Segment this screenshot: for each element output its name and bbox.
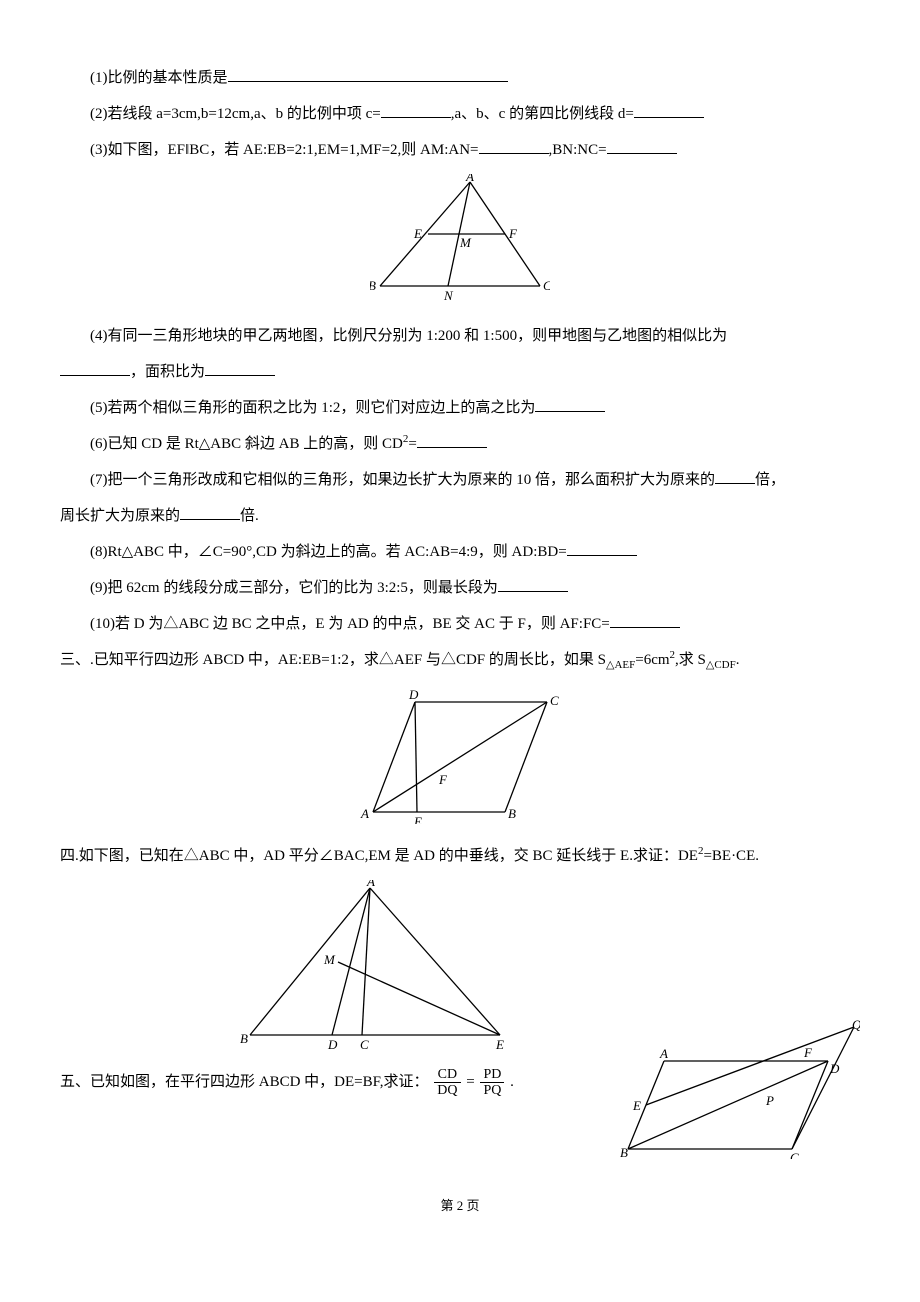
page-footer: 第 2 页 [60,1190,860,1221]
svg-text:B: B [370,278,376,293]
svg-text:B: B [508,806,516,821]
q8-text: (8)Rt△ABC 中，∠C=90°,CD 为斜边上的高。若 AC:AB=4:9… [90,544,567,560]
question-7-line2: 周长扩大为原来的 倍. [60,498,860,534]
svg-text:E: E [632,1098,641,1113]
q3-text: (3)如下图，EF‖BC，若 AE:EB=2:1,EM=1,MF=2,则 AM:… [90,142,479,158]
figure-san-svg: A B C D E F [355,684,565,824]
svg-text:P: P [765,1093,774,1108]
qsan-pre: 三、.已知平行四边形 ABCD 中，AE:EB=1:2，求△AEF 与△CDF … [60,652,606,668]
q2-blank1 [381,101,451,119]
qwu-tail: . [510,1074,514,1090]
question-wu: 五、已知如图，在平行四边形 ABCD 中，DE=BF,求证： CD DQ = P… [60,1064,514,1100]
q5-blank [535,395,605,413]
q4-blank2 [205,359,275,377]
q10-blank [610,611,680,629]
question-9: (9)把 62cm 的线段分成三部分，它们的比为 3:2:5，则最长段为 [60,570,860,606]
figure-3: A B C E F M N [60,174,860,308]
q2-tail: ,a、b、c 的第四比例线段 d= [451,106,634,122]
svg-text:E: E [413,226,422,241]
q4-tail: ，面积比为 [130,364,205,380]
q7-text: (7)把一个三角形改成和它相似的三角形，如果边长扩大为原来的 10 倍，那么面积… [90,472,715,488]
q7-blank2 [180,503,240,521]
qwu-frac1d: DQ [434,1083,460,1098]
question-2: (2)若线段 a=3cm,b=12cm,a、b 的比例中项 c= ,a、b、c 的… [60,96,860,132]
figure-3-svg: A B C E F M N [370,174,550,304]
q10-text: (10)若 D 为△ABC 边 BC 之中点，E 为 AD 的中点，BE 交 A… [90,616,610,632]
qsan-s2: △CDF [706,659,736,671]
question-3: (3)如下图，EF‖BC，若 AE:EB=2:1,EM=1,MF=2,则 AM:… [60,132,860,168]
qsan-s1: △AEF [606,659,635,671]
q2-blank2 [634,101,704,119]
q1-text: (1)比例的基本性质是 [90,70,228,86]
question-7-line1: (7)把一个三角形改成和它相似的三角形，如果边长扩大为原来的 10 倍，那么面积… [60,462,860,498]
qwu-frac2d: PQ [480,1083,504,1098]
svg-text:M: M [459,235,472,250]
svg-text:F: F [438,772,448,787]
question-1: (1)比例的基本性质是 [60,60,860,96]
q8-blank [567,539,637,557]
svg-text:B: B [620,1145,628,1159]
svg-text:A: A [659,1046,668,1061]
svg-text:B: B [240,1031,248,1046]
question-san: 三、.已知平行四边形 ABCD 中，AE:EB=1:2，求△AEF 与△CDF … [60,642,860,678]
q6-blank [417,431,487,449]
qsan-post: ,求 S [675,652,706,668]
question-si: 四.如下图，已知在△ABC 中，AD 平分∠BAC,EM 是 AD 的中垂线，交… [60,838,860,874]
q1-blank [228,65,508,83]
q4-blank1 [60,359,130,377]
qwu-frac2: PD PQ [480,1067,504,1099]
q5-text: (5)若两个相似三角形的面积之比为 1:2，则它们对应边上的高之比为 [90,400,535,416]
svg-text:D: D [829,1061,840,1076]
qsi-tail: =BE·CE. [703,848,759,864]
svg-text:Q: Q [852,1019,860,1032]
svg-text:A: A [465,174,474,184]
q4-text: (4)有同一三角形地块的甲乙两地图，比例尺分别为 1:200 和 1:500，则… [90,328,727,344]
svg-text:C: C [550,693,559,708]
qwu-frac2n: PD [480,1067,504,1083]
svg-text:C: C [543,278,550,293]
svg-text:A: A [360,806,369,821]
svg-text:D: D [327,1037,338,1050]
svg-text:N: N [443,288,454,303]
question-8: (8)Rt△ABC 中，∠C=90°,CD 为斜边上的高。若 AC:AB=4:9… [60,534,860,570]
question-10: (10)若 D 为△ABC 边 BC 之中点，E 为 AD 的中点，BE 交 A… [60,606,860,642]
question-4-line2: ，面积比为 [60,354,860,390]
svg-text:A: A [366,880,375,889]
question-4-line1: (4)有同一三角形地块的甲乙两地图，比例尺分别为 1:200 和 1:500，则… [60,318,860,354]
q3-blank1 [479,137,549,155]
q3-tail: ,BN:NC= [549,142,607,158]
svg-text:C: C [790,1150,799,1159]
q9-blank [498,575,568,593]
figure-san: A B C D E F [60,684,860,828]
qsan-mid: =6cm [635,652,669,668]
figure-wu-svg: A B C D E F P Q [620,1019,860,1159]
svg-text:F: F [803,1045,813,1060]
q7-line2pre: 周长扩大为原来的 [60,508,180,524]
qwu-frac1: CD DQ [434,1067,460,1099]
q6-post: = [408,436,416,452]
svg-text:E: E [413,814,422,824]
qwu-eq: = [466,1074,474,1090]
figure-si-svg: A B D C E M [240,880,510,1050]
qwu-pre: 五、已知如图，在平行四边形 ABCD 中，DE=BF,求证： [60,1074,429,1090]
q7-mid: 倍， [755,472,785,488]
svg-text:D: D [408,687,419,702]
q7-blank1 [715,467,755,485]
svg-text:E: E [495,1037,504,1050]
question-6: (6)已知 CD 是 Rt△ABC 斜边 AB 上的高，则 CD2= [60,426,860,462]
q3-blank2 [607,137,677,155]
svg-text:F: F [508,226,518,241]
q7-line2post: 倍. [240,508,259,524]
svg-text:C: C [360,1037,369,1050]
question-wu-row: 五、已知如图，在平行四边形 ABCD 中，DE=BF,求证： CD DQ = P… [60,1064,860,1100]
question-5: (5)若两个相似三角形的面积之比为 1:2，则它们对应边上的高之比为 [60,390,860,426]
qsan-tail: . [736,652,740,668]
q9-text: (9)把 62cm 的线段分成三部分，它们的比为 3:2:5，则最长段为 [90,580,498,596]
qsi-text: 四.如下图，已知在△ABC 中，AD 平分∠BAC,EM 是 AD 的中垂线，交… [60,848,698,864]
q2-text: (2)若线段 a=3cm,b=12cm,a、b 的比例中项 c= [90,106,381,122]
q6-pre: (6)已知 CD 是 Rt△ABC 斜边 AB 上的高，则 CD [90,436,403,452]
svg-text:M: M [323,952,336,967]
qwu-frac1n: CD [434,1067,460,1083]
